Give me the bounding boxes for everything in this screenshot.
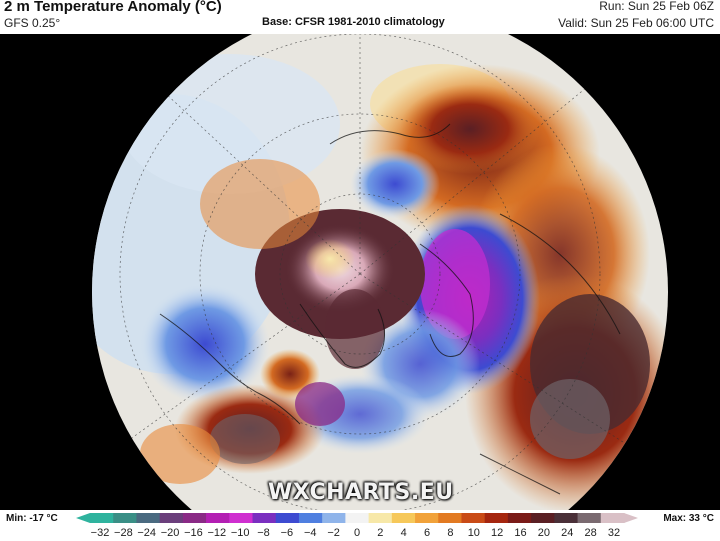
colorbar-tick-label: −16 [184, 527, 203, 539]
colorbar-min-arrow [76, 513, 90, 523]
valid-time-label: Valid: Sun 25 Feb 06:00 UTC [558, 16, 714, 30]
colorbar-tick-label: 24 [561, 527, 574, 539]
colorbar-segment [322, 513, 346, 523]
colorbar-tick-label: 10 [467, 527, 480, 539]
colorbar-tick-label: −32 [90, 527, 110, 539]
colorbar-segment [275, 513, 300, 523]
colorbar-tick-label: 8 [447, 527, 454, 539]
colorbar-segment [531, 513, 555, 523]
map-title: 2 m Temperature Anomaly (°C) [4, 0, 222, 15]
colorbar-segment [206, 513, 230, 523]
colorbar-tick-label: 0 [353, 527, 361, 539]
colorbar-segment [368, 513, 393, 523]
colorbar-segment [461, 513, 486, 523]
min-value-label: Min: -17 °C [6, 513, 58, 524]
colorbar-segment [507, 513, 532, 523]
colorbar-tick-label: −24 [137, 527, 157, 539]
colorbar-segment [159, 513, 184, 523]
colorbar-tick-label: −8 [257, 527, 270, 539]
hemisphere-disc [92, 34, 668, 510]
colorbar-segment [298, 513, 323, 523]
colorbar-tick-label: 6 [424, 527, 431, 539]
colorbar-tick-label: −4 [303, 527, 317, 539]
model-label: GFS 0.25° [4, 16, 61, 30]
colorbar-tick-label: 28 [584, 527, 597, 539]
colorbar-segment [229, 513, 254, 523]
colorbar-tick-label: 16 [514, 527, 527, 539]
colorbar-tick-label: −12 [207, 527, 227, 539]
colorbar-tick-label: 4 [400, 527, 407, 539]
colorbar-segment [345, 513, 370, 523]
color-legend: Min: -17 °C Max: 33 °C −32 −28 −24 −20 −16 −1… [0, 510, 720, 541]
colorbar-tick-label: −2 [327, 527, 340, 539]
anomaly-map: WXCHARTS.EU [0, 34, 720, 510]
wxcharts-watermark: WXCHARTS.EU [268, 480, 454, 505]
colorbar-segment [554, 513, 579, 523]
colorbar-tick-label: −28 [114, 527, 133, 539]
colorbar-segment [415, 513, 439, 523]
colorbar-segment [577, 513, 602, 523]
colorbar-segment [182, 513, 207, 523]
color-scale-ticks: −32 −28 −24 −20 −16 −12 −10 −8 −6 −4 −2 0 2 4 6 8 10 12 16… [0, 527, 720, 541]
coastlines [159, 123, 621, 495]
color-scale-bar [76, 513, 638, 523]
colorbar-tick-label: −20 [160, 527, 180, 539]
run-time-label: Run: Sun 25 Feb 06Z [599, 0, 714, 13]
colorbar-max-arrow [624, 513, 638, 523]
map-header: 2 m Temperature Anomaly (°C) GFS 0.25° B… [0, 0, 720, 34]
colorbar-tick-label: 32 [607, 527, 621, 539]
colorbar-segment [113, 513, 138, 523]
colorbar-tick-label: 12 [491, 527, 504, 539]
colorbar-tick-label: 20 [537, 527, 551, 539]
base-climatology-label: Base: CFSR 1981-2010 climatology [262, 16, 445, 28]
colorbar-segment [136, 513, 161, 523]
colorbar-segment [484, 513, 509, 523]
polar-map-graphic [92, 34, 668, 510]
colorbar-segment [90, 513, 114, 523]
colorbar-tick-label: −6 [280, 527, 294, 539]
colorbar-tick-label: 2 [377, 527, 384, 539]
max-value-label: Max: 33 °C [663, 513, 714, 524]
colorbar-segment [438, 513, 463, 523]
colorbar-tick-label: −10 [230, 527, 250, 539]
colorbar-segment [600, 513, 625, 523]
colorbar-segment [391, 513, 416, 523]
colorbar-segment [252, 513, 277, 523]
